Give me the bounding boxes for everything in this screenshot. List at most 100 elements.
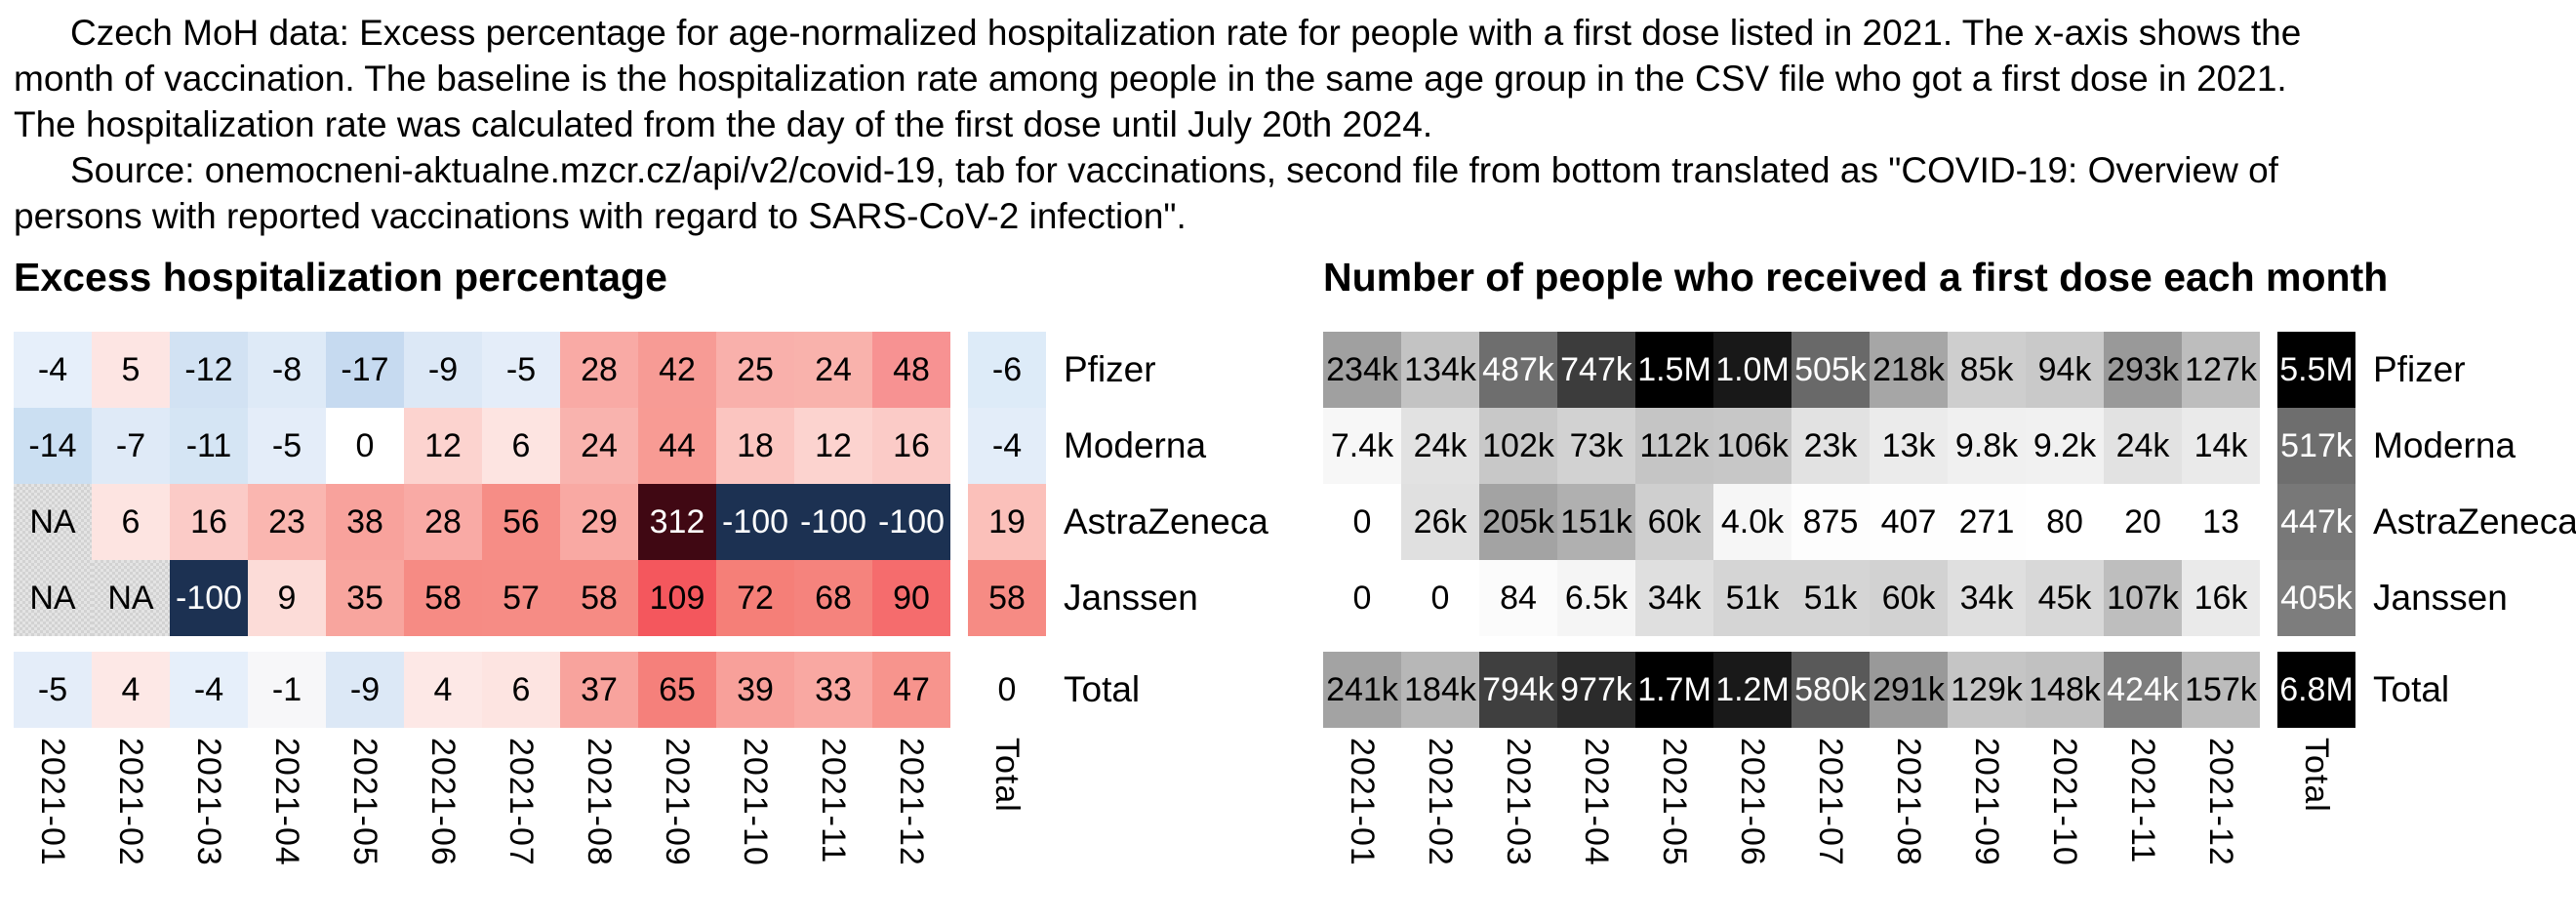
- x-axis-label: 2021-07: [1791, 738, 1870, 866]
- heatmap-cell: 218k: [1870, 332, 1948, 408]
- heatmap-cell: NA: [14, 484, 92, 560]
- heatmap-cell: 112k: [1635, 408, 1713, 484]
- x-axis-label: 2021-01: [14, 738, 92, 866]
- heatmap-cell: 58: [404, 560, 482, 636]
- heatmap-cell: 9.2k: [2026, 408, 2104, 484]
- row-label: Janssen: [1064, 578, 1198, 618]
- heatmap-cell: 157k: [2182, 652, 2260, 728]
- row-label: AstraZeneca: [2373, 501, 2576, 541]
- heatmap-cell: 106k: [1713, 408, 1791, 484]
- heatmap-cell: 25: [716, 332, 794, 408]
- heatmap-cell: 271: [1948, 484, 2026, 560]
- x-axis-label: 2021-03: [1479, 738, 1557, 866]
- heatmap-cell: 9: [248, 560, 326, 636]
- heatmap-cell: 35: [326, 560, 404, 636]
- heatmap-cell: 5: [92, 332, 170, 408]
- column-gap: [2260, 652, 2277, 728]
- x-axis-label: 2021-07: [482, 738, 560, 866]
- heatmap-cell: 94k: [2026, 332, 2104, 408]
- heatmap-cell: -11: [170, 408, 248, 484]
- heatmap-cell: 9.8k: [1948, 408, 2026, 484]
- heatmap-cell: -100: [170, 560, 248, 636]
- figure: Czech MoH data: Excess percentage for ag…: [0, 13, 2576, 866]
- heatmap-cell: 407: [1870, 484, 1948, 560]
- x-axis-label-text: 2021-08: [581, 738, 618, 866]
- row-label: Pfizer: [1064, 349, 1156, 389]
- heatmap-cell: 18: [716, 408, 794, 484]
- header-line: month of vaccination. The baseline is th…: [14, 59, 2287, 99]
- row-label: Total: [2373, 669, 2450, 709]
- column-gap: [2260, 484, 2277, 560]
- heatmap-cell: 6: [482, 652, 560, 728]
- total-cell: -6: [968, 332, 1046, 408]
- x-axis-label: 2021-03: [170, 738, 248, 866]
- chart-title: Number of people who received a first do…: [1323, 255, 2389, 300]
- x-axis-total-label: Total: [968, 738, 1046, 813]
- heatmap-cell: 28: [560, 332, 638, 408]
- heatmap-cell: 1.5M: [1635, 332, 1713, 408]
- x-axis-label: 2021-09: [1948, 738, 2026, 866]
- heatmap-cell: 56: [482, 484, 560, 560]
- heatmap-cell: 580k: [1791, 652, 1870, 728]
- heatmap-cell: 747k: [1557, 332, 1635, 408]
- heatmap-cell: 13k: [1870, 408, 1948, 484]
- heatmap-row: -5 4 -4 -1 -9 4 6 37 65 39 33 47 0 Total: [14, 652, 1311, 728]
- heatmap-cell: -100: [716, 484, 794, 560]
- x-axis-label: 2021-05: [326, 738, 404, 866]
- total-cell: -4: [968, 408, 1046, 484]
- total-cell: 0: [968, 652, 1046, 728]
- x-axis-label-text: 2021-03: [1500, 738, 1537, 866]
- heatmap-cell: -9: [404, 332, 482, 408]
- heatmap-cell: 45k: [2026, 560, 2104, 636]
- heatmap-cell: 1.2M: [1713, 652, 1791, 728]
- heatmap-cell: 6.5k: [1557, 560, 1635, 636]
- heatmap-row: 0 0 84 6.5k 34k 51k 51k 60k 34k 45k 107k 16k 405k Jan…: [1323, 560, 2576, 636]
- heatmap-cell: 134k: [1401, 332, 1479, 408]
- heatmap-cell: -12: [170, 332, 248, 408]
- x-axis-label-text: 2021-04: [1578, 738, 1615, 866]
- row-label: Pfizer: [2373, 349, 2466, 389]
- total-cell: 6.8M: [2277, 652, 2355, 728]
- heatmap-cell: 7.4k: [1323, 408, 1401, 484]
- heatmap-cell: 20: [2104, 484, 2182, 560]
- heatmap-cell: 28: [404, 484, 482, 560]
- heatmap-cell: 234k: [1323, 332, 1401, 408]
- charts-container: Excess hospitalization percentage -4 5 -12…: [0, 255, 2576, 866]
- x-axis-label-text: 2021-11: [2124, 738, 2161, 864]
- heatmap-cell: -5: [482, 332, 560, 408]
- heatmap-cell: 73k: [1557, 408, 1635, 484]
- heatmap-cell: 24: [794, 332, 872, 408]
- heatmap-row: 241k 184k 794k 977k 1.7M 1.2M 580k 291k 129k 148k…: [1323, 652, 2576, 728]
- heatmap-cell: 205k: [1479, 484, 1557, 560]
- heatmap-cell: -1: [248, 652, 326, 728]
- row-label: Total: [1064, 669, 1141, 709]
- x-axis-label: 2021-08: [1870, 738, 1948, 866]
- heatmap-cell: 80: [2026, 484, 2104, 560]
- heatmap-cell: 34k: [1948, 560, 2026, 636]
- x-axis-label-text: 2021-10: [737, 738, 774, 866]
- x-axis-label: 2021-09: [638, 738, 716, 866]
- heatmap-cell: 0: [1323, 484, 1401, 560]
- excess-hospitalization-heatmap: Excess hospitalization percentage -4 5 -12…: [0, 255, 1311, 866]
- x-axis-label: 2021-04: [248, 738, 326, 866]
- heatmap-cell: 58: [560, 560, 638, 636]
- x-axis-label-text: 2021-10: [2046, 738, 2083, 866]
- x-axis-label: 2021-12: [2182, 738, 2260, 866]
- x-axis-label: 2021-04: [1557, 738, 1635, 866]
- heatmap-cell: 33: [794, 652, 872, 728]
- column-gap: [950, 652, 968, 728]
- heatmap-cell: 23k: [1791, 408, 1870, 484]
- heatmap-cell: NA: [14, 560, 92, 636]
- heatmap-cell: 90: [872, 560, 950, 636]
- heatmap-cell: 291k: [1870, 652, 1948, 728]
- heatmap-cell: 241k: [1323, 652, 1401, 728]
- heatmap-cell: 23: [248, 484, 326, 560]
- heatmap-cell: 24: [560, 408, 638, 484]
- heatmap-cell: 312: [638, 484, 716, 560]
- x-axis-label-text: 2021-07: [503, 738, 540, 866]
- heatmap-cell: 37: [560, 652, 638, 728]
- heatmap-cell: 0: [1323, 560, 1401, 636]
- column-gap: [950, 408, 968, 484]
- x-axis-label: 2021-02: [92, 738, 170, 866]
- x-axis-label-text: 2021-03: [190, 738, 227, 866]
